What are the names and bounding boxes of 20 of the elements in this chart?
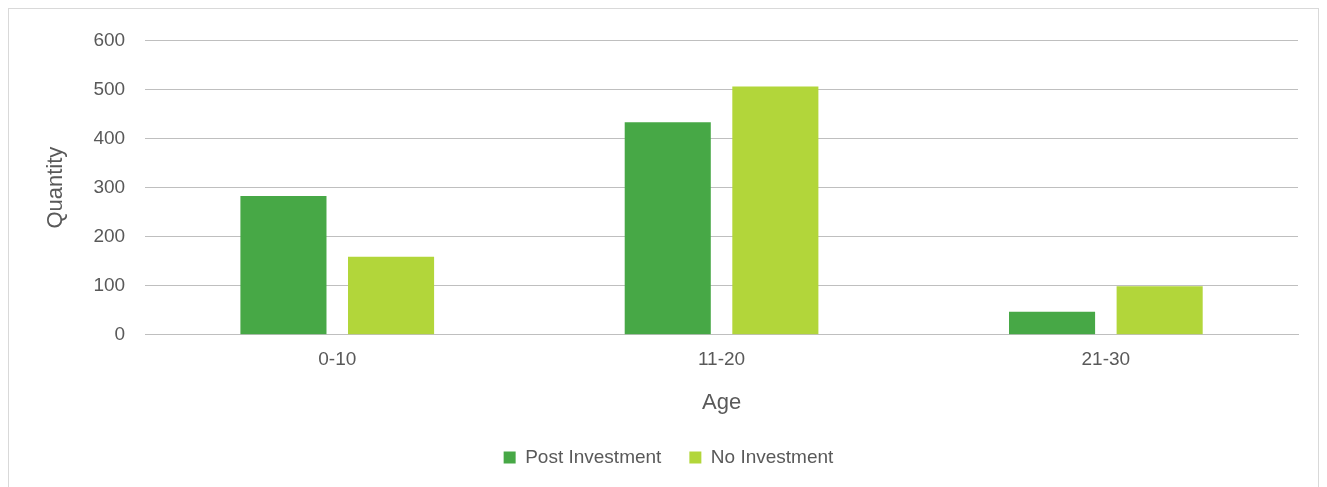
bar <box>348 256 435 335</box>
y-tick-label: 100 <box>93 273 126 295</box>
x-tick-label: 0-10 <box>318 348 357 370</box>
y-tick-label: 400 <box>93 126 126 148</box>
y-tick-label: 300 <box>93 175 126 197</box>
bar <box>1116 286 1203 335</box>
x-axis-title: Age <box>701 388 742 414</box>
bar <box>732 86 819 335</box>
x-tick-label: 11-20 <box>697 348 746 370</box>
legend-label: No Investment <box>710 445 835 467</box>
legend-label: Post Investment <box>525 445 663 467</box>
y-tick-label: 500 <box>93 77 126 99</box>
y-tick-label: 0 <box>114 323 126 345</box>
y-tick-label: 200 <box>93 224 126 246</box>
y-tick-label: 600 <box>93 28 126 50</box>
bar <box>624 122 711 335</box>
x-tick-label: 21-30 <box>1081 348 1131 370</box>
y-axis-title: Quantity <box>42 146 68 229</box>
bar <box>1009 311 1096 335</box>
bar <box>240 195 327 335</box>
